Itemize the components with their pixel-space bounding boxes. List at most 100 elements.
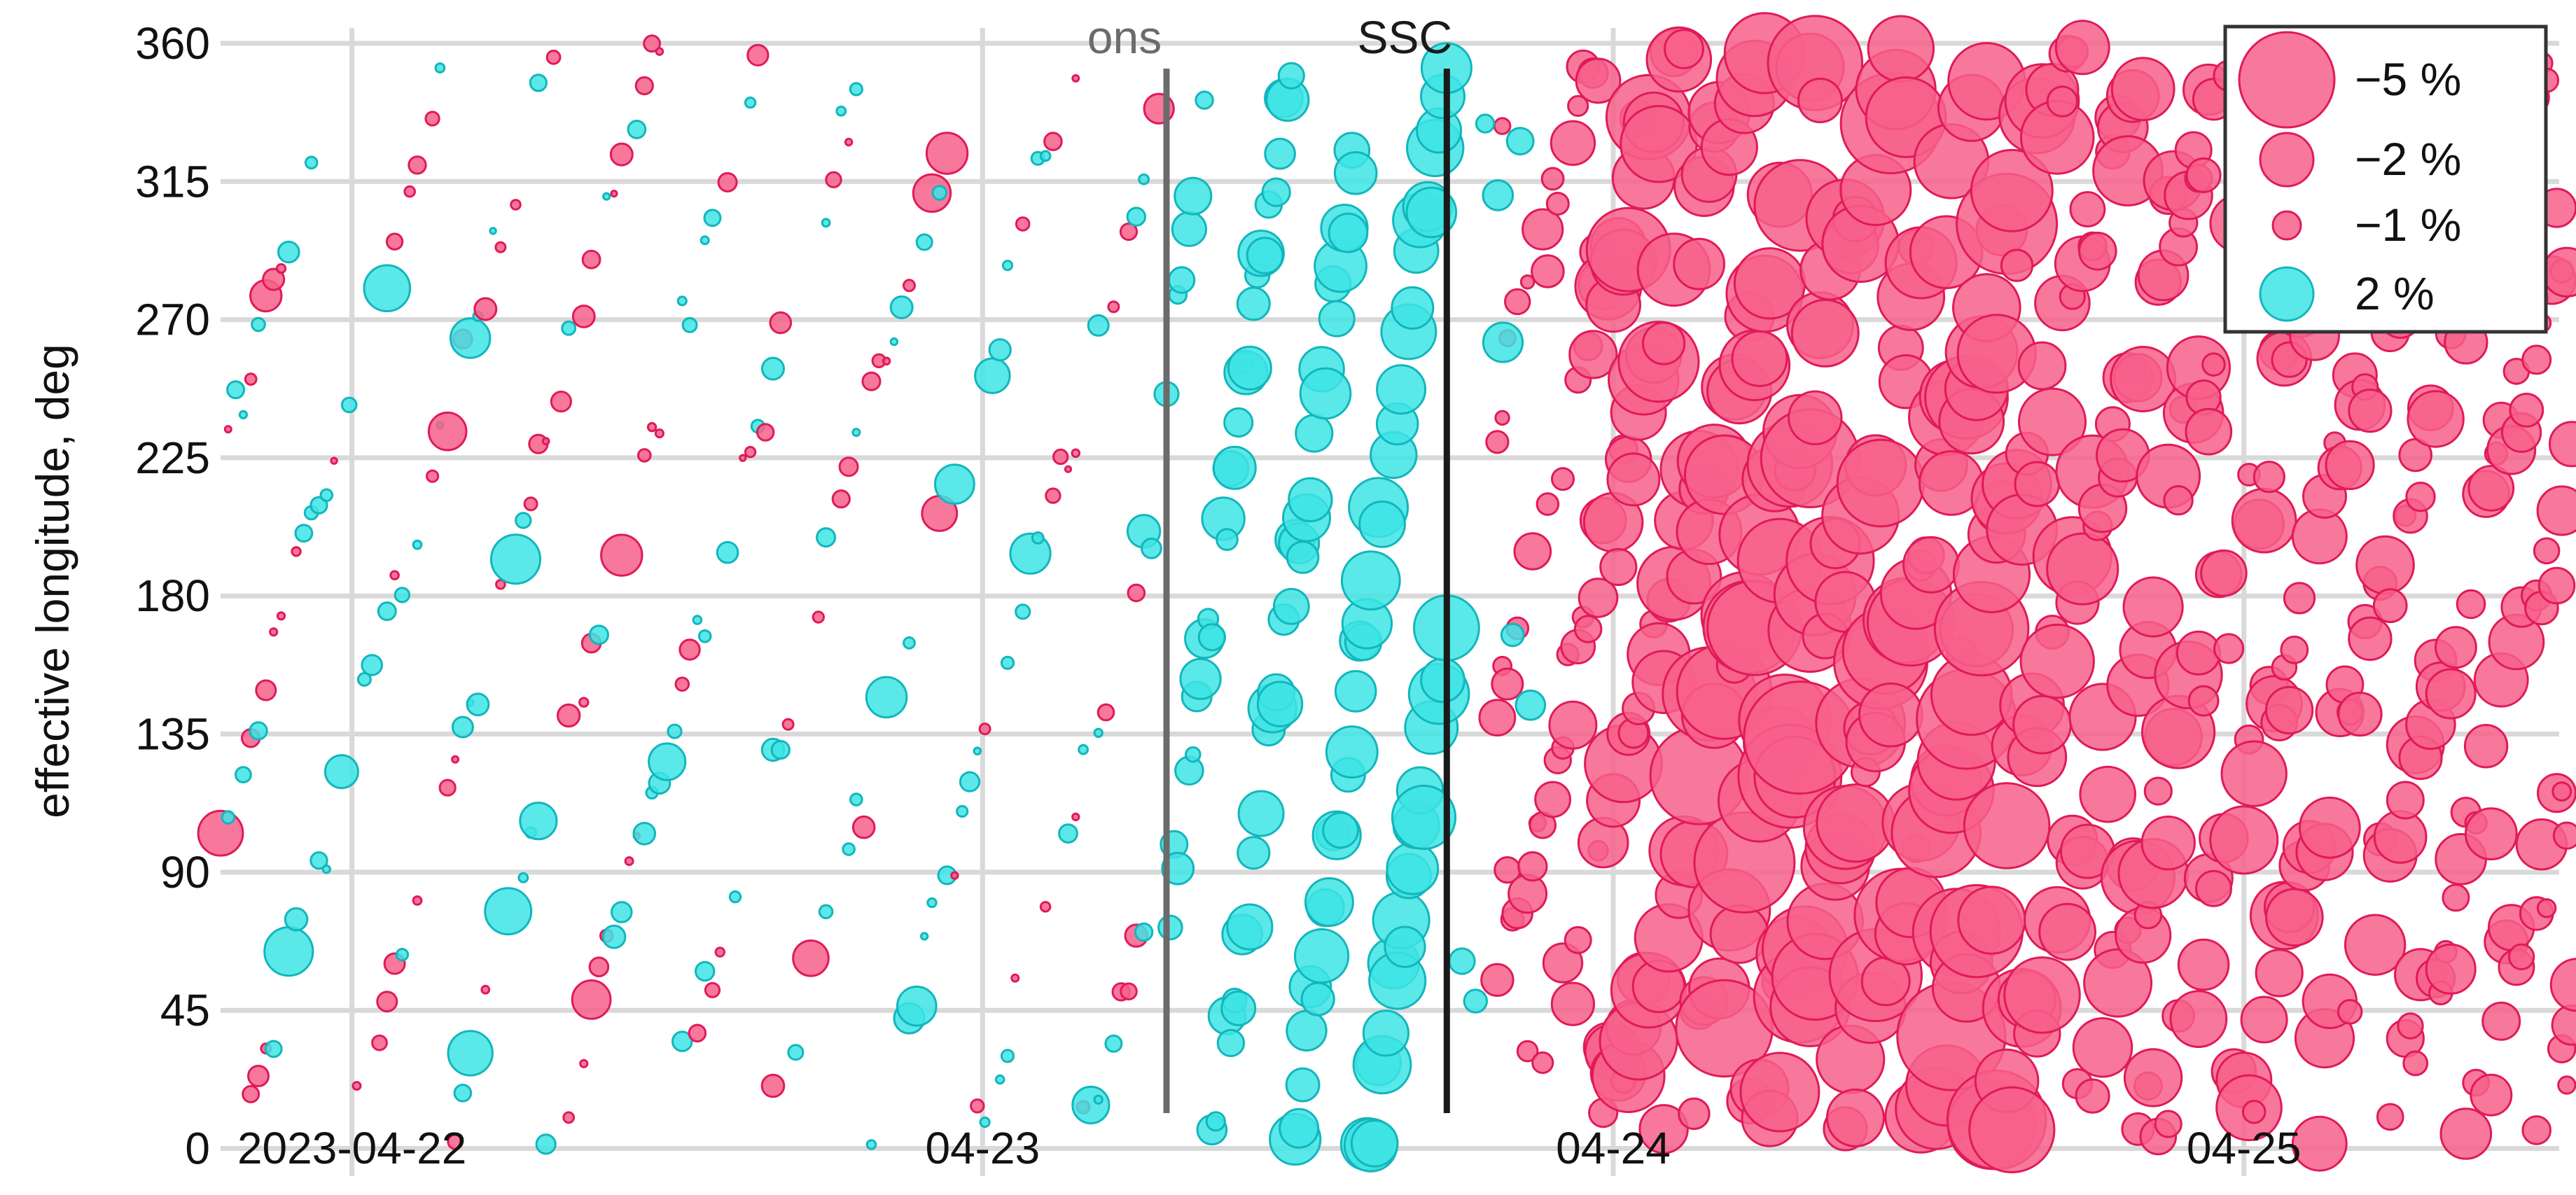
- data-point-negative: [2265, 685, 2314, 735]
- data-point-positive: [1087, 314, 1110, 337]
- event-lines: ons SSC: [1087, 11, 1452, 1113]
- data-point-negative: [1548, 700, 1598, 750]
- data-point-positive: [974, 357, 1011, 394]
- data-point-positive: [1272, 587, 1310, 625]
- data-point-positive: [1334, 670, 1377, 713]
- x-tick-label: 04-23: [925, 1123, 1040, 1173]
- data-point-negative: [541, 437, 550, 446]
- data-point-positive: [1285, 1067, 1321, 1103]
- data-point-negative: [1096, 703, 1115, 722]
- data-point-positive: [1031, 531, 1045, 545]
- data-point-negative: [376, 991, 398, 1013]
- data-point-negative: [255, 679, 277, 701]
- data-point-negative: [510, 199, 522, 211]
- data-point-negative: [970, 1098, 985, 1114]
- data-point-negative: [2143, 776, 2173, 806]
- data-point-negative: [1542, 942, 1584, 984]
- data-point-positive: [1340, 550, 1401, 611]
- data-point-negative: [2337, 999, 2363, 1025]
- data-point-negative: [2325, 440, 2375, 491]
- data-point-negative: [2213, 633, 2245, 664]
- data-point-negative: [950, 871, 959, 880]
- data-point-positive: [979, 1116, 991, 1128]
- data-point-negative: [655, 47, 664, 56]
- data-point-positive: [395, 948, 410, 962]
- data-point-negative: [1119, 222, 1139, 242]
- data-point-positive: [321, 864, 331, 874]
- data-point-positive: [1299, 367, 1352, 420]
- data-point-negative: [1638, 1104, 1689, 1154]
- data-point-negative: [2348, 616, 2393, 661]
- data-point-negative: [545, 49, 562, 65]
- data-point-negative: [2386, 781, 2425, 820]
- legend-label: −5 %: [2355, 53, 2461, 105]
- x-tick-labels: 2023-04-22 04-23 04-24 04-25: [237, 1123, 2302, 1173]
- data-point-negative: [1550, 981, 1595, 1026]
- data-point-negative: [739, 454, 747, 462]
- data-point-positive: [1237, 836, 1271, 870]
- data-point-positive: [692, 615, 703, 625]
- data-point-positive: [915, 233, 933, 251]
- data-point-negative: [2425, 943, 2477, 995]
- data-point-negative: [1491, 667, 1524, 701]
- data-point-negative: [351, 1081, 362, 1091]
- data-point-negative: [2209, 805, 2279, 875]
- data-point-positive: [1237, 790, 1285, 837]
- data-point-positive: [681, 316, 698, 333]
- data-point-positive: [1171, 211, 1208, 247]
- y-tick-label: 270: [135, 295, 210, 345]
- data-point-negative: [903, 279, 916, 293]
- data-point-negative: [1664, 29, 1704, 69]
- data-point-negative: [714, 946, 726, 958]
- data-point-negative: [2054, 20, 2110, 76]
- data-point-positive: [699, 235, 710, 246]
- y-tick-label: 45: [160, 985, 210, 1035]
- data-point-negative: [2467, 465, 2515, 512]
- data-point-negative: [1513, 532, 1552, 571]
- data-point-positive: [889, 337, 899, 347]
- data-point-negative: [2344, 914, 2407, 976]
- data-point-negative: [1493, 117, 1512, 135]
- data-point-positive: [1126, 207, 1147, 227]
- data-point-positive: [1328, 212, 1369, 253]
- data-point-positive: [340, 396, 358, 414]
- data-point-positive: [1333, 151, 1378, 195]
- data-point-negative: [2376, 1103, 2404, 1131]
- data-point-negative: [756, 423, 775, 442]
- data-point-negative: [1531, 1051, 1554, 1075]
- data-point-negative: [1043, 132, 1063, 151]
- data-point-positive: [695, 960, 716, 982]
- data-point-negative: [2442, 883, 2470, 912]
- data-point-positive: [1386, 841, 1440, 895]
- data-point-negative: [1642, 321, 1686, 365]
- data-point-positive: [959, 771, 981, 792]
- data-point-positive: [394, 587, 411, 603]
- data-point-negative: [581, 249, 601, 270]
- data-point-positive: [703, 209, 722, 228]
- legend-marker: [2259, 266, 2315, 322]
- data-point-negative: [291, 546, 302, 557]
- data-point-negative: [438, 778, 457, 797]
- data-point-positive: [1362, 1009, 1410, 1057]
- data-point-positive: [489, 227, 497, 235]
- data-point-positive: [1279, 1107, 1320, 1149]
- data-point-positive: [849, 792, 863, 806]
- data-point-negative: [2533, 537, 2561, 565]
- data-point-negative: [781, 718, 795, 731]
- data-point-negative: [412, 895, 423, 906]
- y-tick-labels: 0 45 90 135 180 225 270 315 360: [135, 18, 210, 1174]
- data-point-negative: [1045, 487, 1061, 504]
- data-point-negative: [2231, 487, 2297, 554]
- data-point-negative: [1957, 886, 2026, 955]
- data-point-positive: [1223, 407, 1254, 438]
- data-point-positive: [994, 1074, 1005, 1085]
- legend-marker: [2259, 132, 2315, 188]
- data-point-negative: [408, 155, 427, 175]
- data-point-negative: [1522, 208, 1564, 251]
- data-point-negative: [494, 241, 507, 253]
- data-point-negative: [2280, 635, 2309, 664]
- data-point-negative: [578, 697, 590, 708]
- data-point-negative: [1673, 237, 1726, 291]
- data-point-positive: [1039, 150, 1052, 162]
- data-point-positive: [889, 295, 914, 319]
